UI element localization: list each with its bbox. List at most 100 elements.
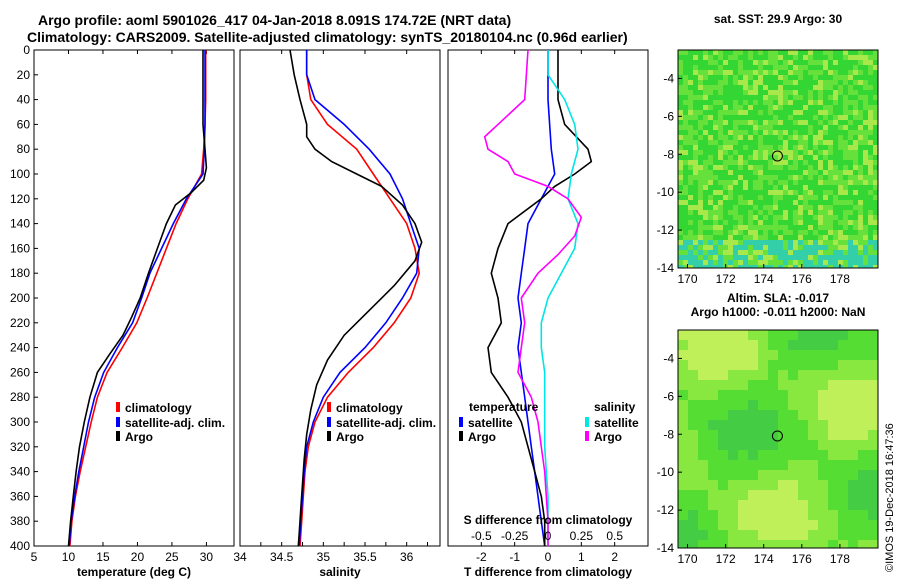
map-cell [838, 250, 843, 255]
map-cell [753, 155, 758, 160]
map-cell [828, 470, 838, 480]
map-cell [738, 55, 743, 60]
map-cell [753, 80, 758, 85]
map-cell [858, 90, 863, 95]
map-cell [743, 140, 748, 145]
map-cell [758, 85, 763, 90]
map-cell [808, 100, 813, 105]
map-cell [753, 150, 758, 155]
map-cell [798, 540, 808, 548]
map-cell [868, 190, 873, 195]
map-cell [823, 165, 828, 170]
map-cell [783, 130, 788, 135]
map-cell [773, 115, 778, 120]
map-cell [798, 430, 808, 440]
map-cell [863, 110, 868, 115]
map-cell [838, 100, 843, 105]
map-cell [773, 65, 778, 70]
x-tick-label: 36 [400, 550, 414, 564]
map-cell [718, 460, 728, 470]
map-cell [768, 190, 773, 195]
legend-label: Argo [125, 430, 153, 444]
map-cell [683, 120, 688, 125]
map-cell [728, 400, 738, 410]
map-cell [863, 210, 868, 215]
map-cell [813, 150, 818, 155]
map-cell [843, 250, 848, 255]
map-cell [853, 205, 858, 210]
map-cell [868, 185, 873, 190]
map-cell [798, 350, 808, 360]
map-cell [773, 220, 778, 225]
map-cell [733, 220, 738, 225]
legend-label: Argo [336, 430, 364, 444]
map-cell [798, 185, 803, 190]
map-cell [708, 260, 713, 265]
map-cell [753, 50, 758, 55]
map-cell [723, 170, 728, 175]
map-cell [833, 70, 838, 75]
map-cell [853, 210, 858, 215]
map-cell [688, 265, 693, 268]
map-cell [808, 400, 818, 410]
map-cell [853, 125, 858, 130]
map-cell [758, 470, 768, 480]
map-cell [768, 460, 778, 470]
map-cell [868, 150, 873, 155]
map-cell [853, 155, 858, 160]
map-cell [723, 55, 728, 60]
map-cell [763, 205, 768, 210]
map-cell [688, 110, 693, 115]
map-cell [818, 520, 828, 530]
map-cell [798, 155, 803, 160]
map-cell [733, 175, 738, 180]
map-cell [718, 245, 723, 250]
map-cell [788, 390, 798, 400]
map-cell [748, 220, 753, 225]
map-cell [723, 220, 728, 225]
map-cell [813, 190, 818, 195]
map-cell [753, 240, 758, 245]
map-cell [758, 410, 768, 420]
map-cell [848, 420, 858, 430]
map-cell [728, 105, 733, 110]
map-cell [793, 145, 798, 150]
map-cell [708, 420, 718, 430]
map-cell [688, 235, 693, 240]
map-cell [868, 230, 873, 235]
map-cell [738, 230, 743, 235]
map-cell [858, 245, 863, 250]
map-cell [683, 95, 688, 100]
map-cell [813, 130, 818, 135]
map-cell [698, 370, 708, 380]
map-cell [778, 115, 783, 120]
map-cell [733, 225, 738, 230]
map-cell [863, 115, 868, 120]
map-cell [683, 55, 688, 60]
map-cell [868, 135, 873, 140]
y-tick-label: 120 [10, 192, 30, 206]
map-cell [683, 110, 688, 115]
map-cell [838, 380, 848, 390]
map-cell [758, 115, 763, 120]
map-cell [793, 260, 798, 265]
map-cell [828, 410, 838, 420]
map-cell [838, 105, 843, 110]
map-cell [748, 55, 753, 60]
map-cell [733, 250, 738, 255]
map-cell [833, 220, 838, 225]
map-cell [683, 205, 688, 210]
map-cell [808, 390, 818, 400]
map-cell [788, 170, 793, 175]
map-cell [743, 130, 748, 135]
map-cell [723, 185, 728, 190]
map-cell [773, 60, 778, 65]
map-cell [848, 70, 853, 75]
map-cell [753, 115, 758, 120]
map-cell [803, 90, 808, 95]
map-cell [808, 255, 813, 260]
map-cell [808, 85, 813, 90]
map-cell [788, 205, 793, 210]
map-cell [738, 540, 748, 548]
map-cell [703, 160, 708, 165]
